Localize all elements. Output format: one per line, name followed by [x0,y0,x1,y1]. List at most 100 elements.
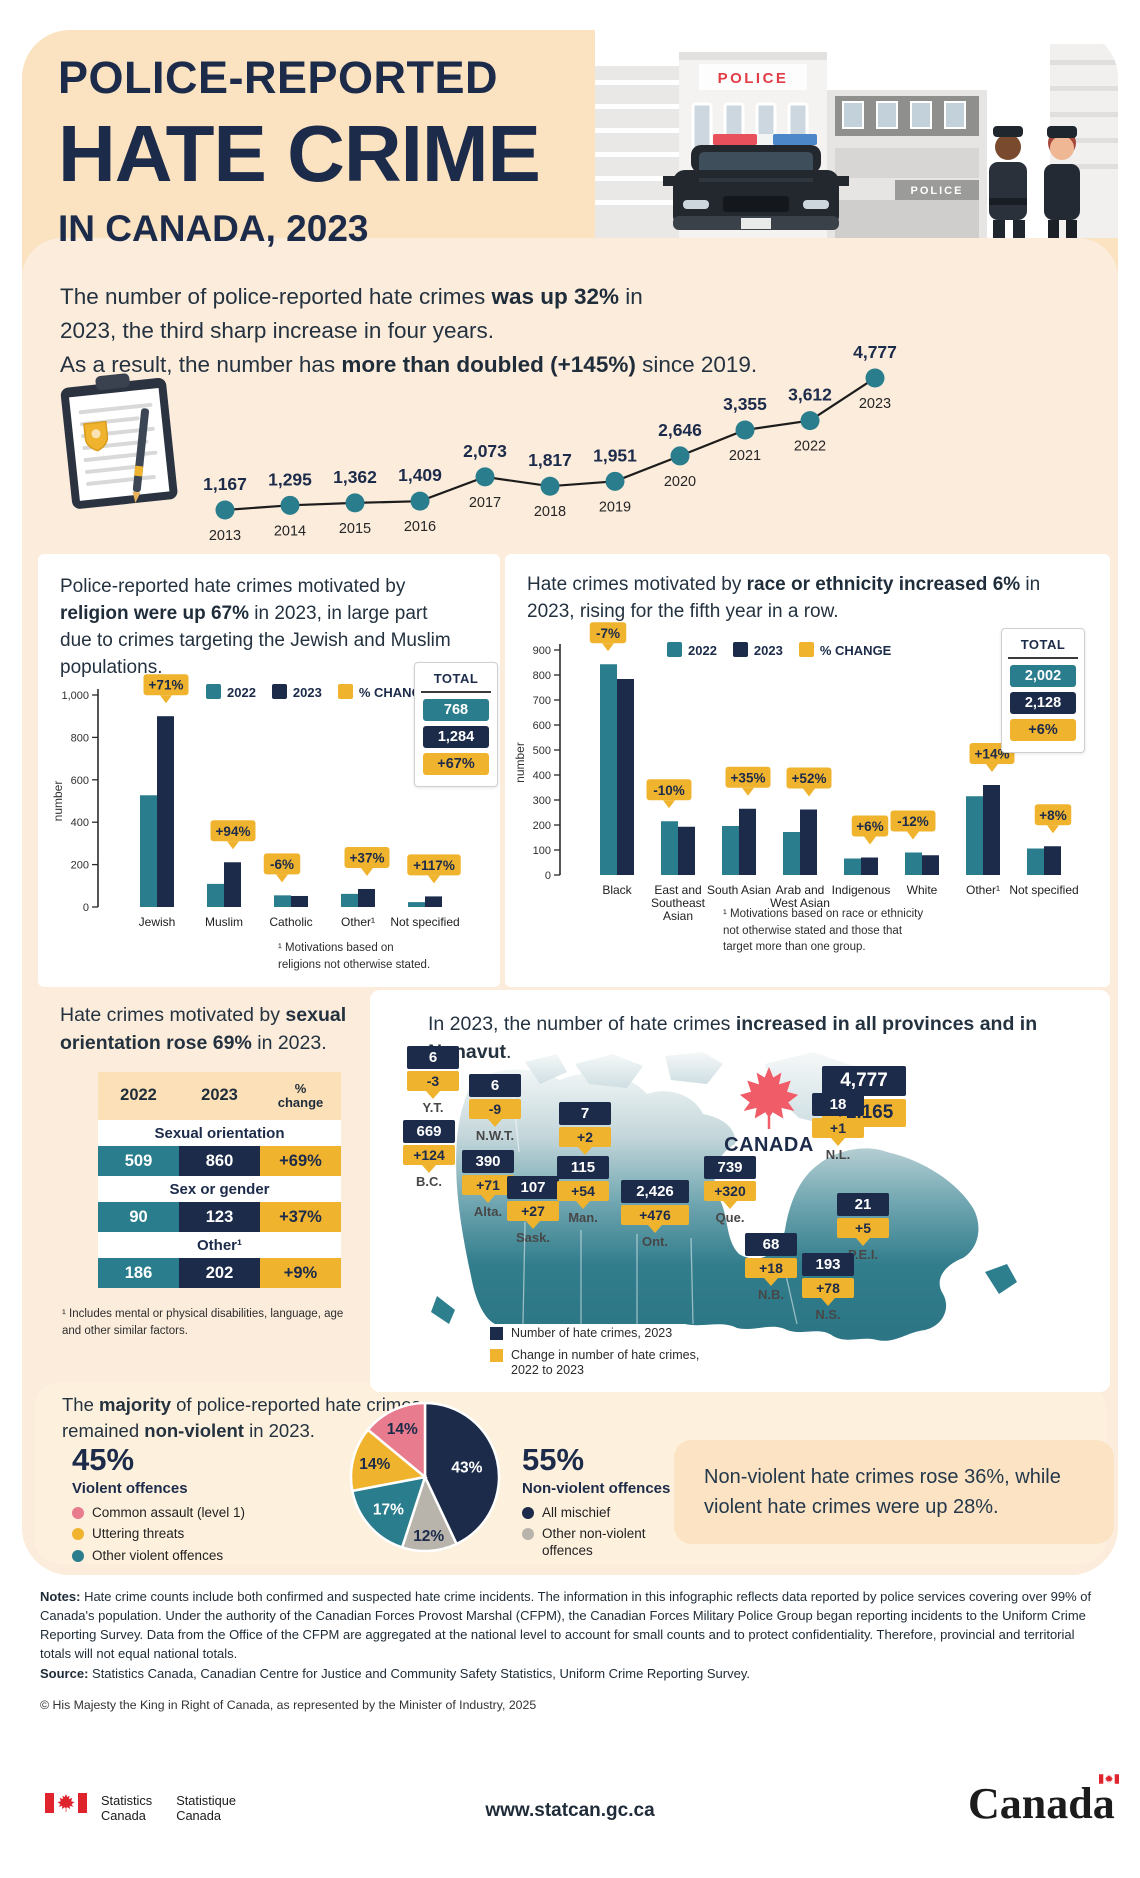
police-car [663,134,849,230]
clipboard-icon [60,373,178,509]
pct-change-bubble [1034,804,1072,826]
pie-slice-label: 14% [387,1421,418,1438]
bar-2023 [157,716,174,907]
badge-pointer [481,1195,495,1203]
pct-change-label: -6% [270,857,294,872]
police-sign-small: POLICE [911,185,964,197]
pct-change-label: +52% [792,771,827,786]
pct-change-pointer [428,875,440,884]
region-change: +54 [557,1181,609,1201]
trend-value-label: 2,073 [463,441,507,461]
category-label: Other¹ [966,883,1000,897]
y-tick-label: 600 [71,775,89,787]
category-label: Muslim [205,915,243,929]
trend-year-label: 2014 [274,523,306,539]
region-label: N.L. [825,1147,851,1162]
region-label: Y.T. [422,1100,444,1115]
title-line-2: HATE CRIME [58,109,541,198]
trend-value-label: 4,777 [853,342,897,362]
legend-swatch [667,642,682,657]
offences-section: The majority of police-reported hate cri… [34,1382,1114,1564]
offence-legend-label: Other violent offences [92,1547,224,1563]
badge-pointer [426,1091,440,1099]
statcan-url[interactable]: www.statcan.gc.ca [485,1800,655,1821]
race-total-box: TOTAL 2,002 2,128 +6% [1001,628,1085,753]
badge-pointer [648,1225,662,1233]
pct-change-pointer [602,643,614,652]
offence-legend-label: All mischief [542,1505,611,1521]
intro-seg2: was up 32% [491,284,620,309]
offences-callout: Non-violent hate crimes rose 36%, while … [674,1440,1114,1544]
category-label: Not specified [1009,883,1078,897]
trend-year-label: 2019 [599,499,631,515]
badge-pointer [576,1201,590,1209]
legend-item: 2022 [667,642,717,658]
map-panel: In 2023, the number of hate crimes incre… [370,990,1110,1392]
total-chip: 1,284 [423,726,489,748]
bar-2023 [617,679,634,875]
map-badge-nb: 68 +18 N.B. [745,1233,797,1302]
police-illustration: POLICE POLICE [595,30,1118,238]
orientation-t2: sexual orientation rose 69% [60,1004,347,1054]
bar-2022 [661,821,678,875]
map-legend-label: Number of hate crimes, 2023 [511,1326,673,1340]
bar-2023 [922,855,939,875]
category-label: East and Southeast Asian [651,883,706,923]
canada-wordmark: Canada [968,1774,1119,1829]
religion-t3: in 2023, in large part due to crimes tar… [60,602,451,678]
y-tick-label: 1,000 [61,690,89,702]
pct-change-label: -12% [897,814,929,829]
pct-change-bubble [344,846,390,868]
intro-seg4: As a result, the number has [60,351,342,377]
canada-label: CANADA [724,1134,814,1156]
trend-point [410,491,430,511]
religion-panel: Police-reported hate crimes motivated by… [38,554,500,987]
map-legend-item: Number of hate crimes, 2023 [490,1326,699,1342]
pct-change-pointer [803,788,815,797]
y-tick-label: 800 [533,670,551,682]
y-tick-label: 0 [83,902,89,914]
offence-legend-label: Common assault (level 1) [92,1505,246,1521]
intro-seg5: more than doubled (+145%) [341,351,636,377]
badge-pointer [821,1298,835,1306]
pct-change-bubble [407,854,461,876]
bar-2022 [905,852,922,875]
intro-seg3: in 2023, the third sharp increase in fou… [60,284,643,343]
region-change: +2 [559,1127,611,1147]
table-value-cell: +37% [260,1202,341,1232]
pct-change-pointer [663,800,675,809]
trend-point [670,446,690,466]
pct-change-bubble [786,767,832,789]
page-title: POLICE-REPORTED HATE CRIME IN CANADA, 20… [58,52,541,250]
religion-bar-chart: 0 200 400 600 800 1,000 number +71% Jewish +94% Mu… [51,674,461,929]
category-label: White [907,883,938,897]
offence-legend-label: Uttering threats [92,1526,185,1542]
violent-pct: 45% [72,1442,135,1477]
notes-label: Notes: [40,1589,81,1604]
map-legend-label: Change in number of hate crimes, 2022 to… [511,1347,700,1378]
offences-pie-chart: 43% 12% 17% 14% 14% [349,1401,501,1553]
legend-item: % CHANGE [798,642,891,658]
y-tick-label: 100 [533,845,551,857]
maple-leaf-icon [739,1067,799,1129]
religion-t1: Police-reported hate crimes motivated by [60,576,406,597]
badge-pointer [723,1201,737,1209]
table-group-row: Sexual orientation [98,1120,341,1146]
table-header-cell: 2023 [201,1086,238,1105]
table-value-cell: 123 [179,1202,260,1232]
trend-value-label: 1,362 [333,467,377,487]
copyright-text: © His Majesty the King in Right of Canad… [40,1698,537,1712]
bar-2022 [207,883,224,907]
region-label: B.C. [416,1174,442,1189]
legend-item: 2022 [206,684,256,700]
total-chip: 2,128 [1010,692,1076,714]
legend-item: 2023 [271,684,322,700]
bar-2023 [224,862,241,907]
region-value: 390 [462,1150,514,1173]
trend-value-label: 3,355 [723,394,767,414]
y-tick-label: 200 [71,860,89,872]
intro-text: The number of police-reported hate crime… [60,280,860,381]
race-t2: race or ethnicity increased 6% [746,574,1021,595]
notes-body: Hate crime counts include both confirmed… [40,1589,1092,1661]
table-group-row: Other¹ [98,1232,341,1258]
